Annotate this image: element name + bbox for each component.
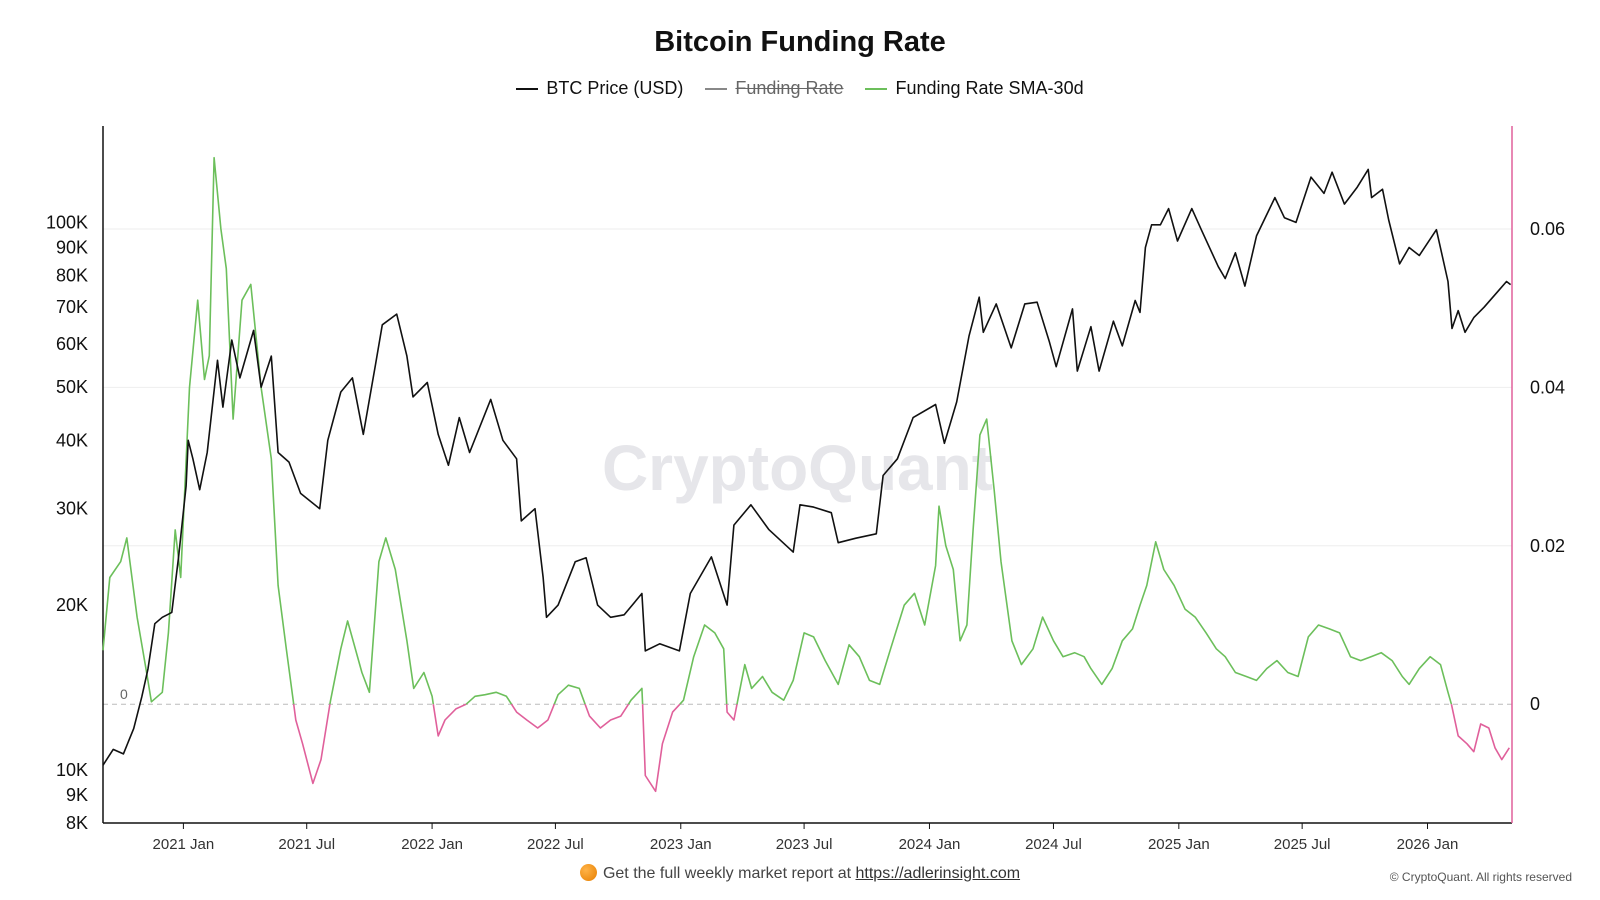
y-left-tick-label: 8K bbox=[66, 813, 88, 833]
sma-line-positive bbox=[329, 537, 435, 705]
legend-label-sma: Funding Rate SMA-30d bbox=[895, 78, 1084, 98]
sma-line-positive bbox=[465, 691, 513, 705]
sma-line-negative bbox=[432, 703, 467, 737]
y-left-tick-label: 80K bbox=[56, 265, 88, 285]
coin-icon bbox=[579, 864, 597, 881]
y-left-tick-label: 50K bbox=[56, 377, 88, 397]
footer-text: Get the full weekly market report at bbox=[602, 865, 852, 882]
price-line bbox=[102, 168, 1512, 766]
x-tick-label: 2022 Jul bbox=[527, 836, 584, 853]
sma-line-negative bbox=[1450, 704, 1510, 761]
y-left-tick-label: 20K bbox=[56, 595, 88, 615]
x-tick-label: 2026 Jan bbox=[1397, 836, 1459, 853]
price-line-icon bbox=[516, 87, 539, 90]
sma-line-negative bbox=[584, 703, 630, 729]
y-left-tick-label: 60K bbox=[56, 334, 88, 354]
sma-line-negative bbox=[725, 704, 738, 721]
legend-label-funding: Funding Rate bbox=[735, 78, 844, 98]
y-right-tick-label: 0.06 bbox=[1530, 219, 1565, 239]
sma-line-positive bbox=[627, 687, 644, 705]
x-tick-label: 2023 Jan bbox=[650, 836, 712, 853]
y-right-tick-label: 0.02 bbox=[1530, 536, 1565, 556]
y-left-tick-label: 100K bbox=[46, 212, 88, 232]
sma-line-icon bbox=[865, 87, 888, 90]
footer: Get the full weekly market report at htt… bbox=[0, 864, 1600, 883]
y-left-tick-label: 70K bbox=[56, 297, 88, 317]
zero-line-label: 0 bbox=[120, 686, 128, 702]
y-right-tick-label: 0 bbox=[1530, 694, 1540, 714]
sma-line-positive bbox=[679, 624, 728, 705]
x-tick-label: 2025 Jan bbox=[1148, 836, 1210, 853]
watermark-text: CryptoQuant bbox=[602, 432, 993, 504]
sma-line-positive bbox=[553, 684, 586, 705]
x-tick-label: 2024 Jul bbox=[1025, 836, 1082, 853]
y-left-tick-label: 90K bbox=[56, 237, 88, 257]
legend-item-sma[interactable]: Funding Rate SMA-30d bbox=[865, 78, 1084, 99]
funding-line-icon bbox=[705, 87, 728, 90]
legend-label-price: BTC Price (USD) bbox=[546, 78, 684, 98]
sma-line-negative bbox=[292, 704, 331, 785]
y-left-tick-label: 9K bbox=[66, 785, 88, 805]
x-tick-label: 2023 Jul bbox=[776, 836, 833, 853]
x-tick-label: 2021 Jul bbox=[278, 836, 335, 853]
sma-line-negative bbox=[641, 703, 681, 793]
sma-line-negative bbox=[510, 703, 556, 729]
y-left-tick-label: 30K bbox=[56, 499, 88, 519]
chart-title: Bitcoin Funding Rate bbox=[654, 26, 946, 58]
x-tick-label: 2025 Jul bbox=[1274, 836, 1331, 853]
footer-link[interactable]: https://adlerinsight.com bbox=[855, 865, 1021, 882]
chart-legend: BTC Price (USD) Funding Rate Funding Rat… bbox=[0, 78, 1600, 99]
sma-line-positive bbox=[102, 156, 295, 705]
x-tick-label: 2024 Jan bbox=[899, 836, 961, 853]
sma-line-positive bbox=[736, 418, 1453, 705]
x-tick-label: 2021 Jan bbox=[153, 836, 215, 853]
y-left-tick-label: 40K bbox=[56, 430, 88, 450]
copyright: © CryptoQuant. All rights reserved bbox=[1389, 870, 1572, 884]
y-left-tick-label: 10K bbox=[56, 760, 88, 780]
y-right-tick-label: 0.04 bbox=[1530, 377, 1565, 397]
x-tick-label: 2022 Jan bbox=[401, 836, 463, 853]
legend-item-funding[interactable]: Funding Rate bbox=[705, 78, 843, 99]
legend-item-price[interactable]: BTC Price (USD) bbox=[516, 78, 683, 99]
